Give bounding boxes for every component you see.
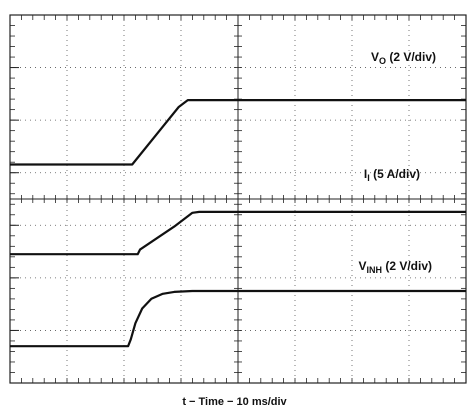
trace-label-main: V	[358, 259, 366, 273]
trace-i	[10, 210, 466, 256]
plot-grid	[9, 14, 467, 384]
plot-frame	[9, 14, 467, 384]
x-axis-label: t − Time − 10 ms/div	[182, 396, 287, 408]
trace-label-inh: VINH (2 V/div)	[358, 259, 432, 275]
trace-label-group: VO (2 V/div)II (5 A/div)VINH (2 V/div)	[358, 50, 436, 275]
trace-label-main: I	[364, 167, 367, 181]
trace-label-main: V	[371, 50, 379, 64]
trace-group	[10, 99, 466, 348]
trace-label-unit: (5 A/div)	[370, 167, 420, 181]
trace-o	[10, 99, 466, 166]
trace-inh	[10, 289, 466, 348]
trace-label-unit: (2 V/div)	[382, 259, 432, 273]
trace-label-subscript: INH	[366, 265, 382, 275]
trace-label-unit: (2 V/div)	[386, 50, 436, 64]
trace-label-subscript: O	[379, 56, 386, 66]
trace-label-o: VO (2 V/div)	[371, 50, 436, 66]
trace-label-i: II (5 A/div)	[364, 167, 420, 183]
trace-label-subscript: I	[367, 173, 370, 183]
